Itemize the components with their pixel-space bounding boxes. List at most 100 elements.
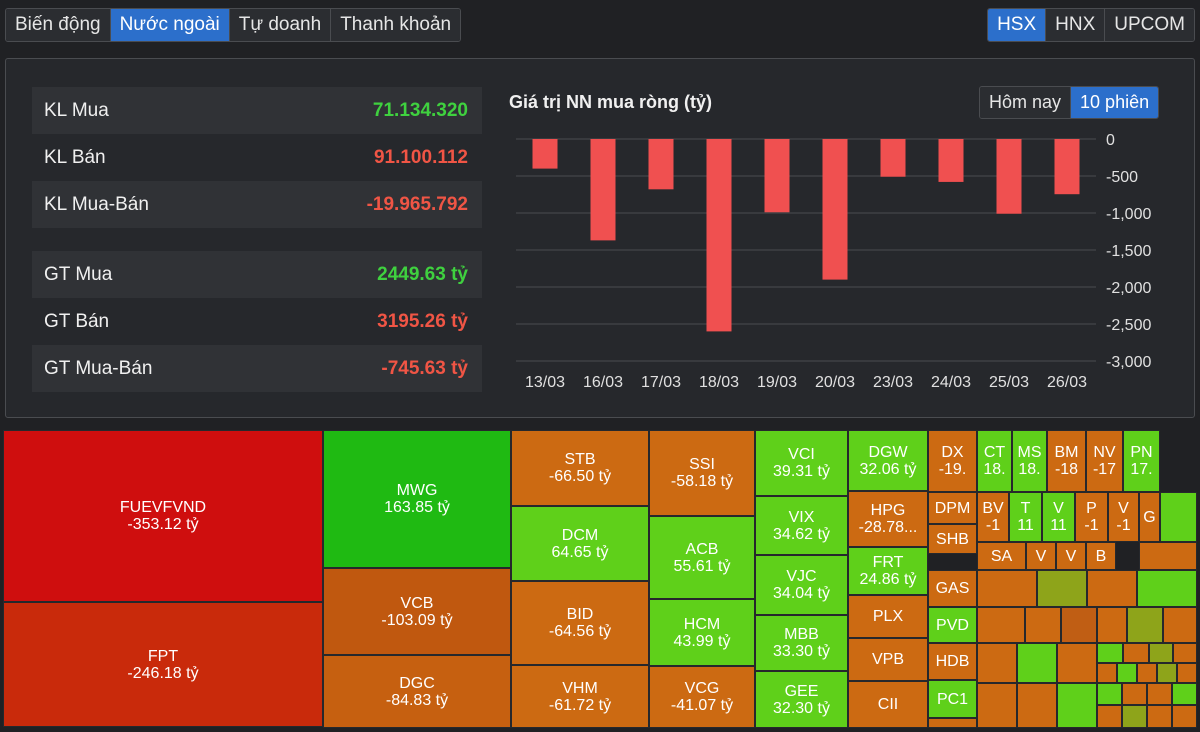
treemap-cell-small[interactable] — [1017, 683, 1057, 728]
tab-tu-doanh[interactable]: Tự doanh — [229, 9, 332, 41]
ticker-label: CT — [983, 444, 1006, 461]
treemap-cell-v[interactable]: V — [1026, 542, 1056, 570]
ticker-label: G — [1143, 508, 1156, 526]
stat-row-kl-mua: KL Mua 71.134.320 — [32, 87, 482, 134]
treemap-cell-vpb[interactable]: VPB — [848, 638, 928, 681]
treemap-cell-small[interactable] — [1160, 492, 1197, 542]
treemap-cell-v[interactable]: V 11 — [1042, 492, 1075, 542]
treemap-cell-dx[interactable]: DX -19. — [928, 430, 977, 492]
treemap-cell-vcg[interactable]: VCG -41.07 tỷ — [649, 666, 755, 728]
treemap-cell-small[interactable] — [1123, 643, 1149, 663]
treemap-cell-small[interactable] — [977, 643, 1017, 683]
treemap-cell-dcm[interactable]: DCM 64.65 tỷ — [511, 506, 649, 581]
tab-hnx[interactable]: HNX — [1046, 9, 1106, 41]
range-tab-today[interactable]: Hôm nay — [980, 87, 1072, 118]
treemap-cell-v[interactable]: V — [1056, 542, 1086, 570]
treemap-cell-hdb[interactable]: HDB — [928, 643, 977, 680]
treemap-cell-vci[interactable]: VCI 39.31 tỷ — [755, 430, 848, 496]
treemap-cell-small[interactable] — [1087, 570, 1137, 607]
treemap-cell-small[interactable] — [1097, 643, 1123, 663]
treemap-cell-small[interactable] — [1097, 663, 1117, 683]
net-value-label: 55.61 tỷ — [673, 557, 731, 575]
treemap-cell-mwg[interactable]: MWG 163.85 tỷ — [323, 430, 511, 568]
ticker-label: SSI — [689, 456, 715, 473]
tab-upcom[interactable]: UPCOM — [1105, 9, 1194, 41]
treemap-cell-small[interactable] — [1139, 542, 1197, 570]
treemap-cell-ssi[interactable]: SSI -58.18 tỷ — [649, 430, 755, 516]
treemap-cell-small[interactable] — [1122, 705, 1147, 728]
treemap-cell-hpg[interactable]: HPG -28.78... — [848, 491, 928, 547]
treemap-cell-small[interactable] — [1157, 663, 1177, 683]
treemap-cell-small[interactable] — [1163, 607, 1197, 643]
treemap-cell-gas[interactable]: GAS — [928, 570, 977, 607]
treemap-cell-ct[interactable]: CT 18. — [977, 430, 1012, 492]
treemap-cell-hcm[interactable]: HCM 43.99 tỷ — [649, 599, 755, 666]
treemap-cell-small[interactable] — [1057, 643, 1097, 683]
treemap-cell-dgw[interactable]: DGW 32.06 tỷ — [848, 430, 928, 491]
treemap-cell-stb[interactable]: STB -66.50 tỷ — [511, 430, 649, 506]
treemap-cell-small[interactable] — [1097, 705, 1122, 728]
treemap-cell-t[interactable]: T 11 — [1009, 492, 1042, 542]
range-tab-10-sessions[interactable]: 10 phiên — [1071, 87, 1159, 118]
treemap-cell-shb[interactable]: SHB — [928, 524, 977, 554]
stat-value: 3195.26 tỷ — [377, 310, 468, 332]
treemap-cell-sa[interactable]: SA — [977, 542, 1026, 570]
treemap-cell-small[interactable] — [1061, 607, 1097, 643]
treemap-cell-acb[interactable]: ACB 55.61 tỷ — [649, 516, 755, 599]
treemap-cell-small[interactable] — [1172, 705, 1197, 728]
treemap-cell-bm[interactable]: BM -18 — [1047, 430, 1086, 492]
treemap-cell-fpt[interactable]: FPT -246.18 tỷ — [3, 602, 323, 727]
treemap-cell-small[interactable] — [1177, 663, 1197, 683]
treemap-cell-small[interactable] — [1097, 683, 1122, 705]
stat-row-kl-mua-ban: KL Mua-Bán -19.965.792 — [32, 181, 482, 228]
tab-bien-dong[interactable]: Biến động — [6, 9, 111, 41]
treemap-cell-small[interactable] — [928, 718, 977, 728]
treemap-cell-cii[interactable]: CII — [848, 681, 928, 728]
treemap-cell-bid[interactable]: BID -64.56 tỷ — [511, 581, 649, 665]
treemap-cell-small[interactable] — [1137, 570, 1197, 607]
treemap-cell-small[interactable] — [1173, 643, 1197, 663]
treemap-cell-ms[interactable]: MS 18. — [1012, 430, 1047, 492]
treemap-cell-small[interactable] — [1172, 683, 1197, 705]
treemap-cell-small[interactable] — [1127, 607, 1163, 643]
treemap-cell-pvd[interactable]: PVD — [928, 607, 977, 643]
treemap-cell-small[interactable] — [1149, 643, 1173, 663]
treemap-cell-vhm[interactable]: VHM -61.72 tỷ — [511, 665, 649, 728]
x-tick-label: 25/03 — [989, 374, 1029, 391]
treemap-cell-vjc[interactable]: VJC 34.04 tỷ — [755, 555, 848, 615]
treemap-cell-small[interactable] — [1017, 643, 1057, 683]
treemap-cell-small[interactable] — [1122, 683, 1147, 705]
tab-hsx[interactable]: HSX — [988, 9, 1047, 41]
treemap-cell-small[interactable] — [977, 683, 1017, 728]
treemap-cell-vcb[interactable]: VCB -103.09 tỷ — [323, 568, 511, 655]
treemap-cell-vix[interactable]: VIX 34.62 tỷ — [755, 496, 848, 555]
treemap-cell-small[interactable] — [1137, 663, 1157, 683]
ticker-label: PN — [1130, 444, 1153, 461]
treemap-cell-plx[interactable]: PLX — [848, 595, 928, 638]
treemap-cell-g[interactable]: G — [1139, 492, 1160, 542]
treemap-cell-dpm[interactable]: DPM — [928, 492, 977, 524]
treemap-cell-nv[interactable]: NV -17 — [1086, 430, 1123, 492]
treemap-cell-small[interactable] — [1147, 683, 1172, 705]
treemap-cell-small[interactable] — [1147, 705, 1172, 728]
treemap-cell-mbb[interactable]: MBB 33.30 tỷ — [755, 615, 848, 671]
treemap-cell-small[interactable] — [977, 607, 1025, 643]
treemap-cell-fuevfvnd[interactable]: FUEVFVND -353.12 tỷ — [3, 430, 323, 602]
tab-nuoc-ngoai[interactable]: Nước ngoài — [110, 9, 230, 41]
treemap-cell-small[interactable] — [1057, 683, 1097, 728]
treemap-cell-b[interactable]: B — [1086, 542, 1116, 570]
treemap-cell-gee[interactable]: GEE 32.30 tỷ — [755, 671, 848, 728]
treemap-cell-pc1[interactable]: PC1 — [928, 680, 977, 718]
treemap-cell-dgc[interactable]: DGC -84.83 tỷ — [323, 655, 511, 728]
treemap-cell-small[interactable] — [1037, 570, 1087, 607]
treemap-cell-pn[interactable]: PN 17. — [1123, 430, 1160, 492]
treemap-cell-small[interactable] — [1025, 607, 1061, 643]
treemap-cell-small[interactable] — [1097, 607, 1127, 643]
treemap-cell-small[interactable] — [1117, 663, 1137, 683]
treemap-cell-bv[interactable]: BV -1 — [977, 492, 1009, 542]
treemap-cell-small[interactable] — [977, 570, 1037, 607]
treemap-cell-v[interactable]: V -1 — [1108, 492, 1139, 542]
treemap-cell-frt[interactable]: FRT 24.86 tỷ — [848, 547, 928, 595]
treemap-cell-p[interactable]: P -1 — [1075, 492, 1108, 542]
tab-thanh-khoan[interactable]: Thanh khoản — [331, 9, 461, 41]
